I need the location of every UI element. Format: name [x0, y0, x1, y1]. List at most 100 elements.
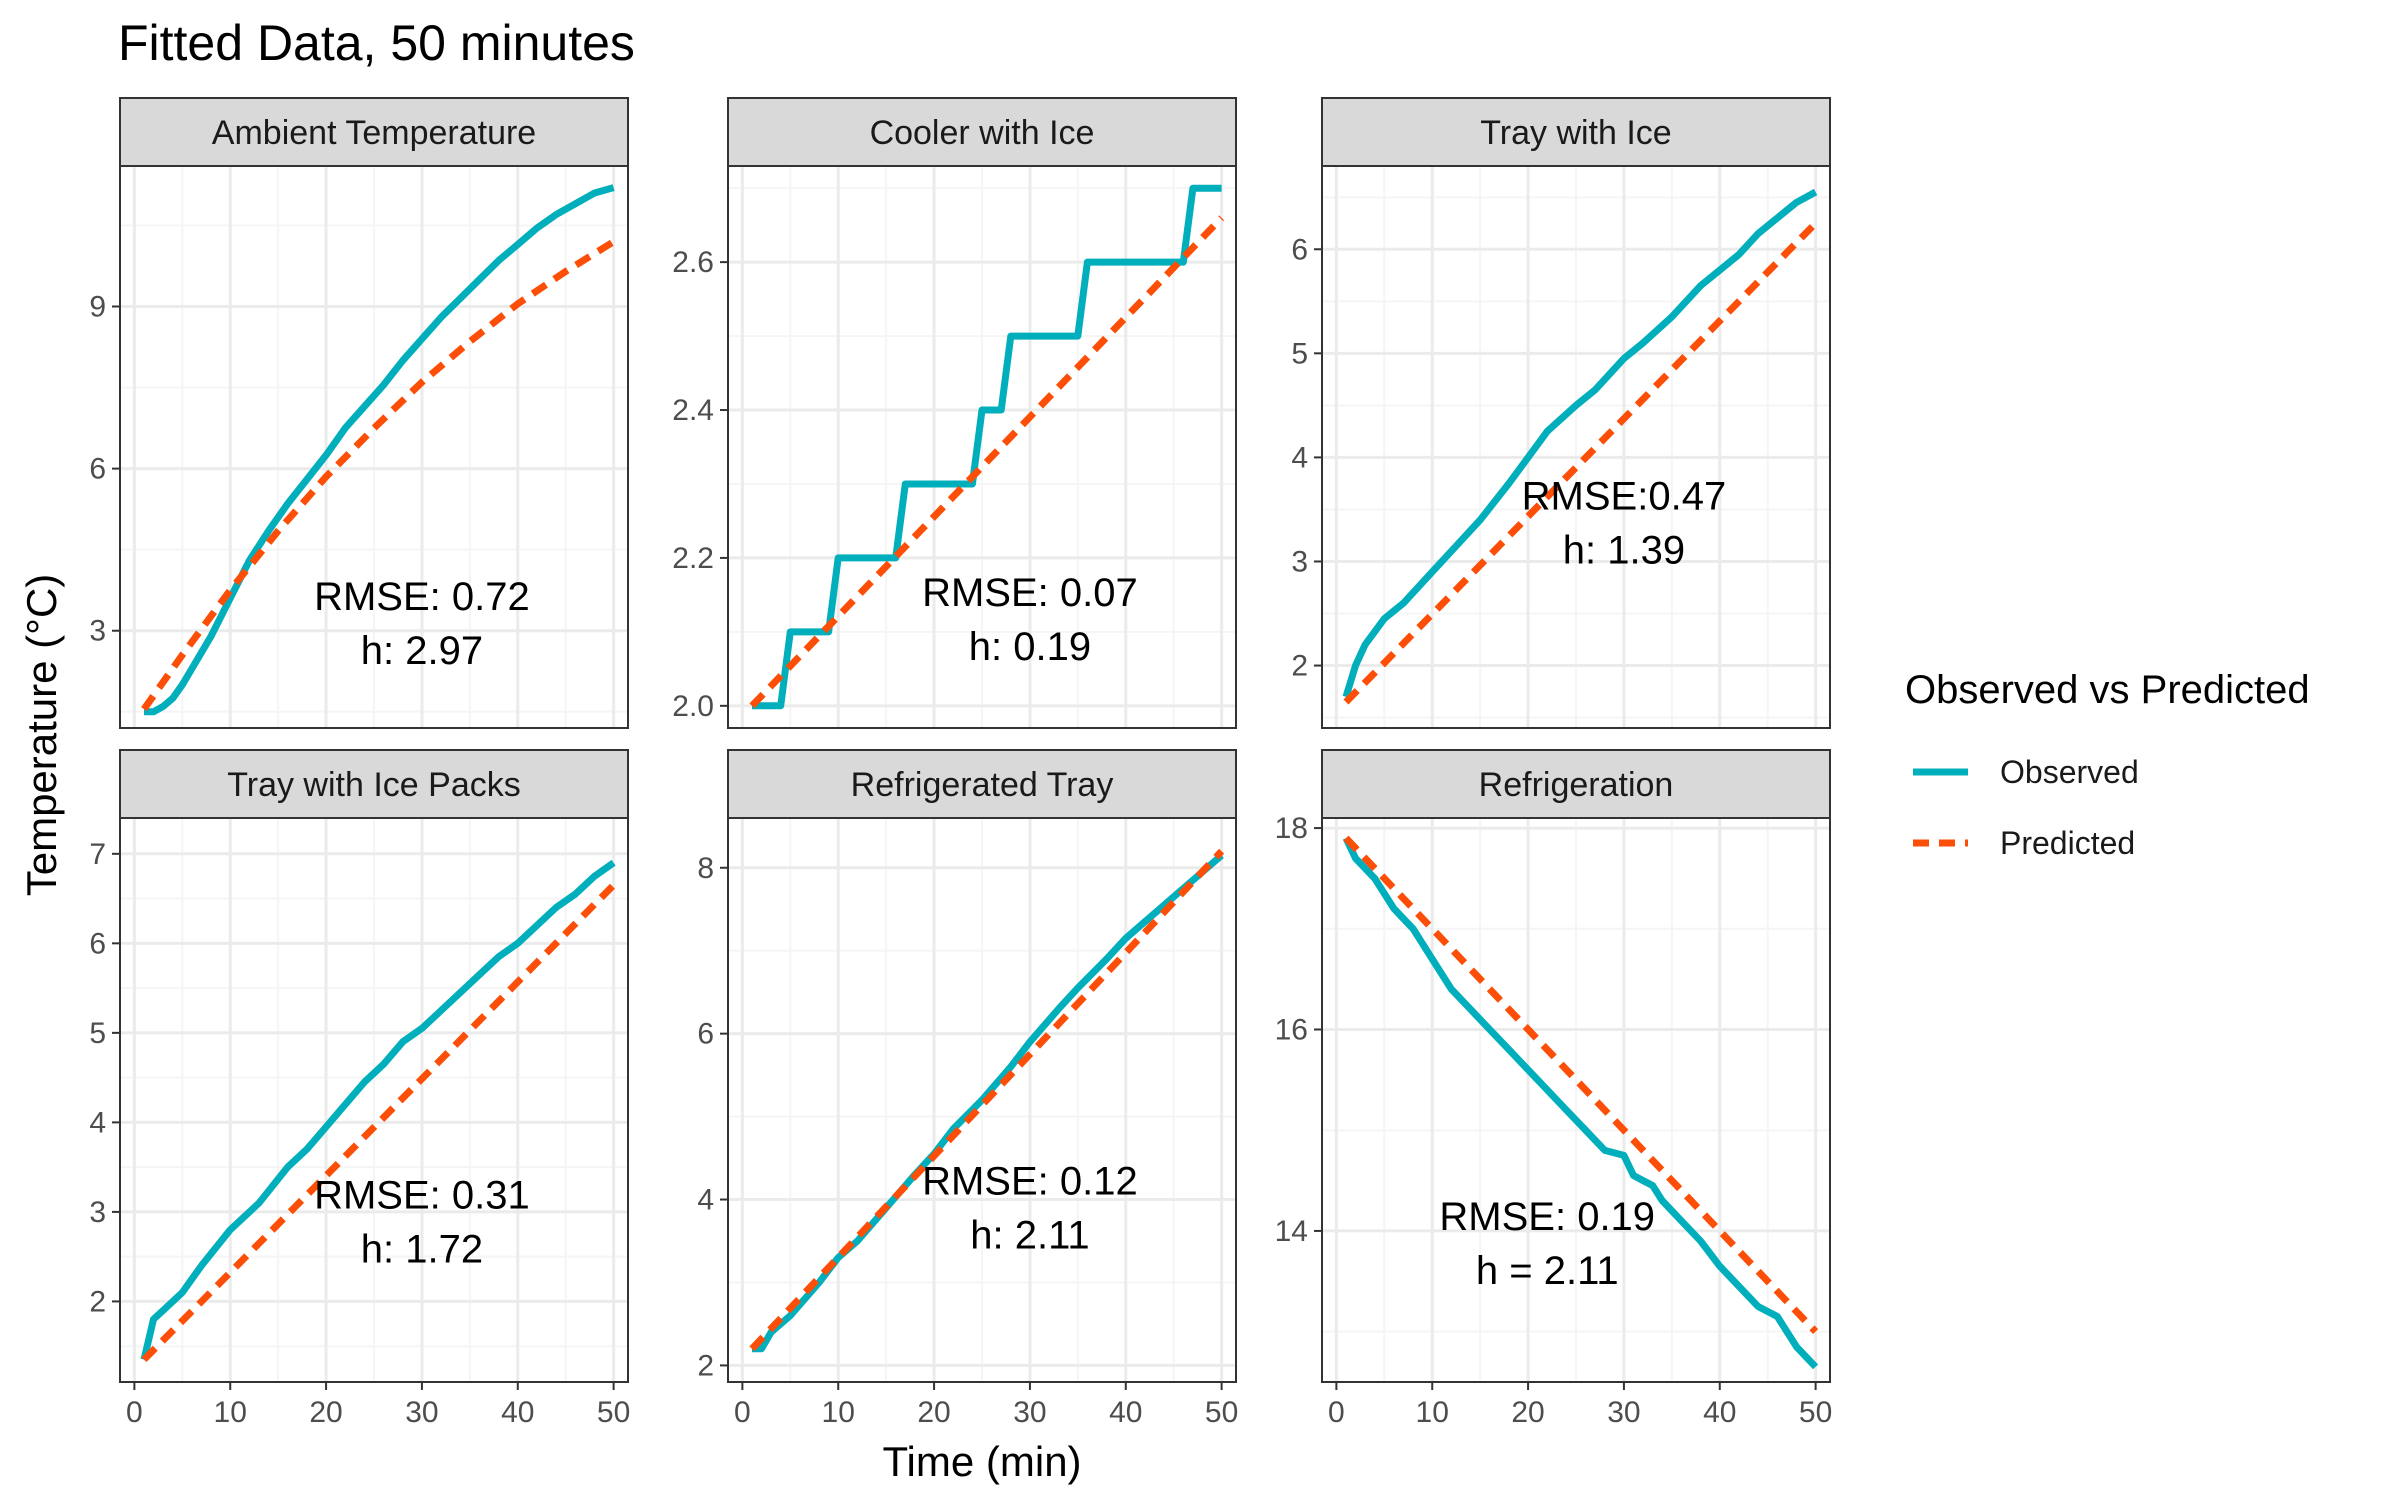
series-line-predicted — [141, 882, 617, 1363]
y-tick-label: 2.2 — [672, 542, 714, 575]
panel-border — [119, 817, 629, 1383]
y-tick-label: 3 — [89, 615, 106, 648]
facet-strip — [1321, 749, 1831, 819]
facet-strip — [119, 749, 629, 819]
facet-panel: Cooler with Ice 2.0 2.2 2.4 2.6 RMSE: 0.07 h: … — [672, 97, 1237, 729]
facet-strip-label: Tray with Ice — [1480, 114, 1671, 152]
panel-border — [1321, 817, 1831, 1383]
y-tick-label: 18 — [1275, 812, 1308, 845]
annotation-rmse: RMSE: 0.12 — [922, 1159, 1138, 1203]
panel-border — [119, 165, 629, 729]
annotation-h: h = 2.11 — [1476, 1249, 1619, 1293]
facet-strip-label: Cooler with Ice — [870, 114, 1095, 152]
x-tick-label: 50 — [1205, 1396, 1238, 1429]
x-tick-label: 20 — [309, 1396, 342, 1429]
y-tick-label: 9 — [89, 291, 106, 324]
series-line-predicted — [1343, 835, 1819, 1335]
y-tick-label: 2 — [697, 1349, 714, 1382]
y-tick-label: 3 — [89, 1196, 106, 1229]
series-line-observed — [752, 852, 1224, 1353]
y-tick-label: 2 — [1291, 650, 1308, 683]
y-tick-label: 6 — [89, 453, 106, 486]
facet-strip-label: Tray with Ice Packs — [227, 766, 520, 804]
annotation-h: h: 0.19 — [969, 625, 1091, 669]
y-tick-label: 6 — [697, 1018, 714, 1051]
annotation-h: h: 1.72 — [361, 1227, 483, 1271]
x-tick-label: 10 — [214, 1396, 247, 1429]
panel-border — [727, 817, 1237, 1383]
annotation-h: h: 2.97 — [361, 629, 483, 673]
facet-panels: Ambient Temperature 3 6 9 RMSE: 0.72 h: 2.97 C… — [89, 97, 1832, 1429]
x-tick-label: 30 — [1013, 1396, 1046, 1429]
y-tick-label: 2.6 — [672, 246, 714, 279]
panel-border — [727, 165, 1237, 729]
chart-title: Fitted Data, 50 minutes — [118, 15, 635, 71]
facet-strip-label: Refrigeration — [1479, 766, 1674, 804]
x-axis-title: Time (min) — [882, 1438, 1081, 1485]
y-tick-label: 6 — [1291, 233, 1308, 266]
y-tick-label: 14 — [1275, 1215, 1308, 1248]
y-axis-title: Temperature (°C) — [18, 574, 65, 897]
x-tick-label: 40 — [1703, 1396, 1736, 1429]
panel-border — [1321, 165, 1831, 729]
legend-label-predicted: Predicted — [2000, 825, 2135, 861]
x-tick-label: 40 — [501, 1396, 534, 1429]
series-line-observed — [144, 184, 615, 716]
x-tick-label: 30 — [405, 1396, 438, 1429]
facet-strip-label: Ambient Temperature — [212, 114, 536, 152]
y-tick-label: 7 — [89, 838, 106, 871]
facet-strip — [1321, 97, 1831, 167]
y-tick-label: 6 — [89, 927, 106, 960]
facet-panel: Tray with Ice Packs 2 3 4 5 6 7 0 10 20 30 40 50 RMSE… — [89, 749, 630, 1429]
legend: Observed vs Predicted Observed Predicted — [1905, 668, 2310, 861]
series-line-predicted — [1343, 220, 1819, 705]
y-tick-label: 2.4 — [672, 394, 714, 427]
x-tick-label: 0 — [126, 1396, 143, 1429]
x-tick-label: 10 — [822, 1396, 855, 1429]
x-tick-label: 20 — [917, 1396, 950, 1429]
series-line-predicted — [141, 238, 616, 712]
series-line-observed — [1342, 836, 1819, 1370]
x-tick-label: 50 — [597, 1396, 630, 1429]
annotation-rmse: RMSE:0.47 — [1522, 474, 1727, 518]
x-tick-label: 0 — [1328, 1396, 1345, 1429]
series-line-observed — [752, 184, 1222, 710]
annotation-rmse: RMSE: 0.31 — [314, 1173, 530, 1217]
annotation-rmse: RMSE: 0.19 — [1439, 1195, 1655, 1239]
y-tick-label: 5 — [1291, 337, 1308, 370]
y-tick-label: 3 — [1291, 545, 1308, 578]
facet-strip — [119, 97, 629, 167]
annotation-h: h: 2.11 — [970, 1213, 1089, 1257]
facet-panel: Refrigeration 14 16 18 0 10 20 30 40 50 RMSE: 0.19… — [1275, 749, 1832, 1429]
annotation-rmse: RMSE: 0.07 — [922, 571, 1138, 615]
y-tick-label: 16 — [1275, 1014, 1308, 1047]
series-line-predicted — [749, 848, 1225, 1352]
y-tick-label: 2.0 — [672, 690, 714, 723]
x-tick-label: 10 — [1416, 1396, 1449, 1429]
y-tick-label: 2 — [89, 1285, 106, 1318]
facet-strip-label: Refrigerated Tray — [851, 766, 1114, 804]
y-tick-label: 8 — [697, 852, 714, 885]
facet-strip — [727, 97, 1237, 167]
facet-panel: Refrigerated Tray 2 4 6 8 0 10 20 30 40 50 RMSE: 0.… — [697, 749, 1238, 1429]
y-tick-label: 5 — [89, 1017, 106, 1050]
facet-panel: Ambient Temperature 3 6 9 RMSE: 0.72 h: 2.97 — [89, 97, 629, 729]
y-tick-label: 4 — [1291, 441, 1308, 474]
series-line-predicted — [749, 215, 1225, 709]
y-tick-label: 4 — [697, 1184, 714, 1217]
annotation-h: h: 1.39 — [1563, 528, 1685, 572]
x-tick-label: 50 — [1799, 1396, 1832, 1429]
annotation-rmse: RMSE: 0.72 — [314, 575, 530, 619]
facet-panel: Tray with Ice 2 3 4 5 6 RMSE:0.47 h: 1.39 — [1291, 97, 1831, 729]
legend-label-observed: Observed — [2000, 754, 2139, 790]
x-tick-label: 30 — [1607, 1396, 1640, 1429]
y-tick-label: 4 — [89, 1106, 106, 1139]
x-tick-label: 20 — [1511, 1396, 1544, 1429]
facet-strip — [727, 749, 1237, 819]
legend-title: Observed vs Predicted — [1905, 668, 2310, 712]
series-line-observed — [1342, 188, 1818, 698]
x-tick-label: 40 — [1109, 1396, 1142, 1429]
series-line-observed — [140, 859, 616, 1361]
x-tick-label: 0 — [734, 1396, 751, 1429]
